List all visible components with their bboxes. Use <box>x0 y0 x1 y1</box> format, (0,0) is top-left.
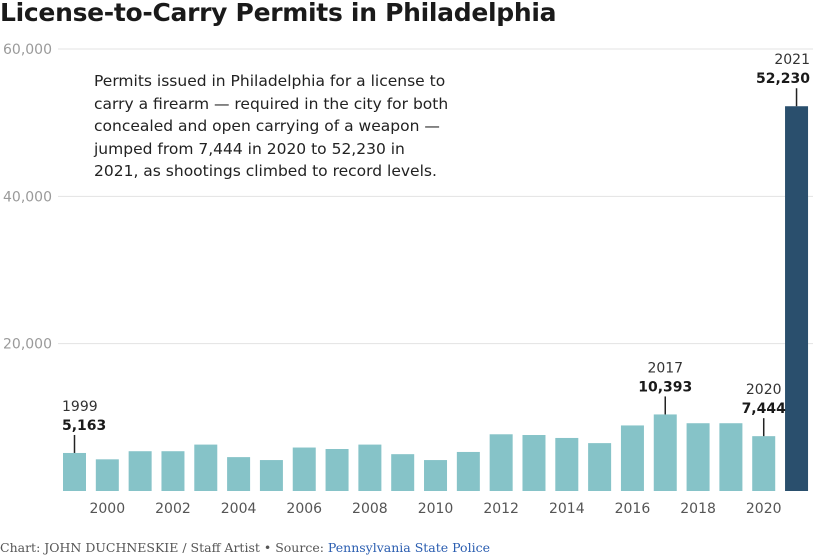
y-tick-label: 60,000 <box>3 42 52 58</box>
annotation-value: 10,393 <box>638 379 692 395</box>
bar-2021 <box>785 106 809 491</box>
x-tick-label: 2018 <box>680 501 716 517</box>
bar-2020 <box>752 436 776 491</box>
chart-title: License-to-Carry Permits in Philadelphia <box>0 0 557 27</box>
bar-2013 <box>522 435 546 491</box>
gridlines <box>58 48 813 345</box>
bar-2000 <box>95 459 119 491</box>
bar-2012 <box>489 434 513 491</box>
bar-2010 <box>424 460 448 491</box>
bar-2001 <box>128 451 152 491</box>
y-tick-label: 40,000 <box>3 189 52 205</box>
bar-2011 <box>456 451 480 491</box>
bar-2016 <box>620 425 644 491</box>
y-tick-label: 20,000 <box>3 337 52 353</box>
x-tick-label: 2010 <box>418 501 454 517</box>
x-tick-label: 2012 <box>483 501 519 517</box>
x-tick-label: 2014 <box>549 501 585 517</box>
annotation-year: 2020 <box>746 382 782 398</box>
bar-2014 <box>555 437 579 491</box>
x-tick-label: 2006 <box>286 501 322 517</box>
bar-2004 <box>227 457 251 491</box>
bar-annotations: 1999 5,163 2017 10,393 2020 7,444 2021 52,230 <box>62 52 810 453</box>
x-tick-label: 2016 <box>615 501 651 517</box>
bar-2006 <box>292 447 316 491</box>
annotation-year: 2021 <box>774 52 810 68</box>
bar-2017 <box>653 414 677 491</box>
bar-1999 <box>63 452 86 491</box>
x-tick-label: 2000 <box>89 501 125 517</box>
x-tick-label: 2004 <box>221 501 257 517</box>
source-link[interactable]: Pennsylvania State Police <box>327 540 490 555</box>
annotation-value: 52,230 <box>756 71 810 87</box>
bar-2002 <box>161 451 185 491</box>
chart-annotation-text: Permits issued in Philadelphia for a lic… <box>94 72 449 180</box>
y-tick-labels: 20,000 40,000 60,000 <box>3 42 52 353</box>
bar-2005 <box>259 460 283 491</box>
credit-text: Chart: JOHN DUCHNESKIE / Staff Artist • … <box>0 540 328 555</box>
annotation-year: 1999 <box>62 399 98 415</box>
bar-2007 <box>325 449 349 491</box>
chart-credit: Chart: JOHN DUCHNESKIE / Staff Artist • … <box>0 540 490 555</box>
annotation-value: 5,163 <box>62 418 106 434</box>
bar-2019 <box>719 423 743 491</box>
annotation-year: 2017 <box>647 360 683 376</box>
bar-2018 <box>686 423 710 491</box>
bar-2003 <box>194 444 218 491</box>
bar-2015 <box>588 443 612 491</box>
x-tick-labels: 2000 2002 2004 2006 2008 2010 2012 2014 2016 2018… <box>89 501 781 517</box>
bar-2008 <box>358 444 382 491</box>
bar-2009 <box>391 454 415 491</box>
x-tick-label: 2008 <box>352 501 388 517</box>
x-tick-label: 2002 <box>155 501 191 517</box>
bars <box>63 106 809 491</box>
annotation-value: 7,444 <box>742 401 787 417</box>
x-tick-label: 2020 <box>746 501 782 517</box>
